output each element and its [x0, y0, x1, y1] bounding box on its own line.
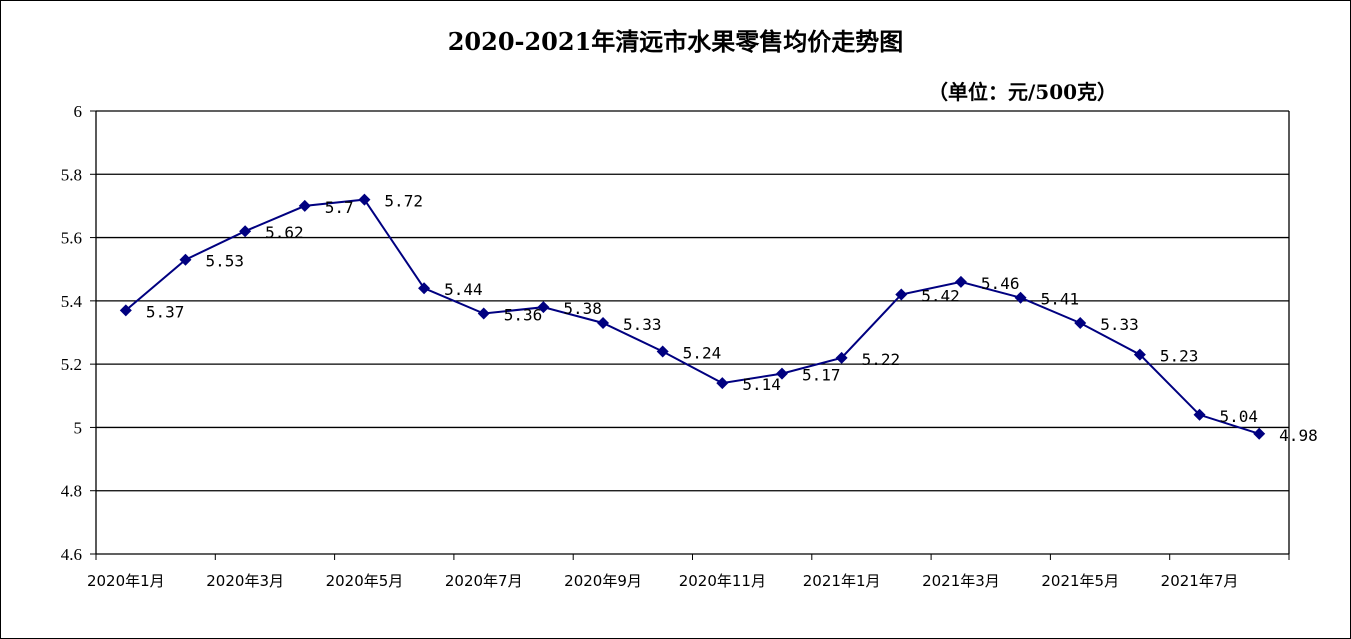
y-tick-label: 5.8 [61, 165, 82, 184]
x-tick-label: 2021年3月 [922, 572, 1000, 590]
y-tick-label: 6 [74, 102, 83, 121]
data-point [298, 199, 311, 212]
data-point [597, 317, 610, 330]
data-label: 5.33 [623, 315, 662, 334]
data-point [954, 275, 967, 288]
data-point [477, 307, 490, 320]
y-tick-label: 5.4 [61, 292, 83, 311]
data-label: 5.22 [862, 350, 901, 369]
y-tick-label: 4.8 [61, 482, 82, 501]
data-label: 5.37 [146, 302, 185, 321]
chart-title: 2020-2021年清远市水果零售均价走势图 [447, 27, 904, 56]
x-tick-label: 2020年3月 [206, 572, 284, 590]
x-tick-label: 2021年5月 [1041, 572, 1119, 590]
data-label: 5.7 [325, 198, 354, 217]
data-label: 5.33 [1100, 315, 1139, 334]
data-label: 5.23 [1160, 347, 1199, 366]
data-point [895, 288, 908, 301]
data-point [1014, 291, 1027, 304]
data-label: 5.46 [981, 274, 1020, 293]
series-line [125, 198, 1260, 435]
data-point [1074, 317, 1087, 330]
data-label: 5.14 [742, 375, 781, 394]
data-point [656, 345, 669, 358]
data-label: 5.44 [444, 280, 483, 299]
data-point [239, 225, 252, 238]
data-label: 5.72 [384, 192, 423, 211]
x-tick-label: 2021年7月 [1161, 572, 1239, 590]
data-label: 4.98 [1279, 426, 1318, 445]
data-point [716, 377, 729, 390]
data-label: 5.36 [504, 306, 543, 325]
data-point [418, 282, 431, 295]
data-label: 5.42 [921, 287, 960, 306]
unit-label: （单位：元/500克） [928, 80, 1118, 104]
x-tick-label: 2021年1月 [803, 572, 881, 590]
data-label: 5.24 [683, 343, 722, 362]
data-point [1253, 427, 1266, 440]
x-tick-label: 2020年1月 [87, 572, 165, 590]
data-label: 5.38 [563, 299, 602, 318]
data-label: 5.53 [205, 252, 244, 271]
x-tick-label: 2020年9月 [564, 572, 642, 590]
y-tick-label: 5.2 [61, 355, 82, 374]
data-point [835, 351, 848, 364]
data-point [179, 253, 192, 266]
x-tick-label: 2020年11月 [679, 572, 766, 590]
data-point [358, 193, 371, 206]
data-label: 5.41 [1041, 290, 1080, 309]
y-tick-label: 5 [74, 418, 83, 437]
data-point [775, 367, 788, 380]
data-point [119, 304, 132, 317]
data-point [1193, 408, 1206, 421]
data-point [537, 301, 550, 314]
data-label: 5.17 [802, 366, 841, 385]
x-tick-label: 2020年5月 [326, 572, 404, 590]
data-label: 5.62 [265, 223, 304, 242]
data-point [1133, 348, 1146, 361]
y-tick-label: 5.6 [61, 229, 82, 248]
x-tick-label: 2020年7月 [445, 572, 523, 590]
data-label: 5.04 [1220, 407, 1259, 426]
y-tick-label: 4.6 [61, 545, 82, 564]
